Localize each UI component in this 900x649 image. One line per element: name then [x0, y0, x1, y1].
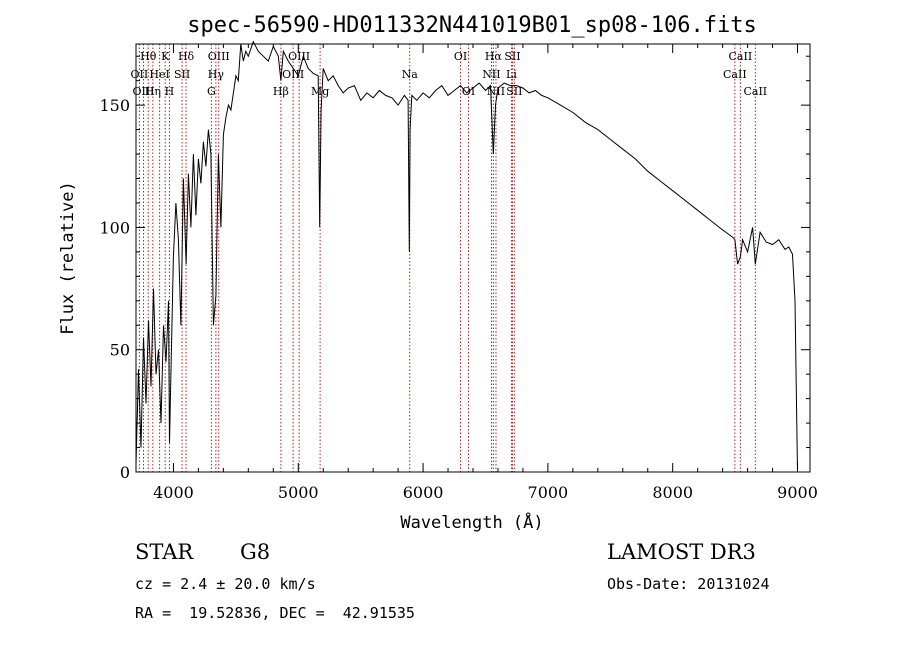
spectral-line-label: Hδ	[178, 50, 195, 63]
spectral-line-label: OIII	[132, 85, 154, 98]
spectral-line-label: HeI	[149, 68, 169, 81]
ra-dec-coordinates: RA = 19.52836, DEC = 42.91535	[135, 604, 415, 622]
x-tick-label: 6000	[403, 483, 444, 502]
spectral-line-label: Hη	[145, 85, 161, 98]
spectrum-series-line	[135, 40, 798, 473]
x-tick-label: 7000	[528, 483, 569, 502]
y-tick-label: 100	[99, 218, 130, 237]
spectral-line-label: NII	[487, 85, 505, 98]
observation-date: Obs-Date: 20131024	[607, 575, 770, 593]
spectral-line-markers	[138, 44, 756, 472]
x-tick-label: 9000	[777, 483, 818, 502]
spectral-line-label: G	[207, 85, 216, 98]
object-class: STAR	[135, 540, 194, 564]
x-tick-label: 5000	[278, 483, 319, 502]
redshift-cz: cz = 2.4 ± 20.0 km/s	[135, 575, 316, 593]
object-subclass: G8	[240, 540, 271, 564]
chart-title: spec-56590-HD011332N441019B01_sp08-106.f…	[187, 13, 757, 38]
spectral-line-label: Mg	[311, 85, 329, 98]
spectral-line-label: CaII	[729, 50, 753, 63]
spectral-line-label: K	[161, 50, 170, 63]
spectral-line-label: OII	[131, 68, 149, 81]
spectral-line-labels: Hθ OII OIII HeI K Hη SII Hδ H OIII Hγ G OIII OIII Hβ Mg…	[131, 50, 768, 98]
spectral-line-label: H	[165, 85, 175, 98]
spectral-line-label: CaII	[743, 85, 767, 98]
y-axis: 0 50 100 150	[99, 55, 810, 482]
spectral-line-label: NII	[482, 68, 500, 81]
spectral-line-label: OIII	[288, 50, 310, 63]
spectral-line-label: SII	[174, 68, 190, 81]
x-tick-label: 4000	[153, 483, 194, 502]
spectral-line-label: OI	[454, 50, 467, 63]
spectral-line-label: Hγ	[208, 68, 225, 81]
y-axis-label: Flux (relative)	[58, 181, 78, 335]
spectral-line-label: Na	[402, 68, 419, 81]
spectral-line-label: Hα	[485, 50, 503, 63]
spectral-line-label: CaII	[723, 68, 747, 81]
y-tick-label: 0	[120, 463, 130, 482]
x-tick-label: 8000	[652, 483, 693, 502]
spectral-line-label: Hθ	[140, 50, 157, 63]
x-axis-label: Wavelength (Å)	[400, 511, 543, 533]
spectral-line-label: Li	[506, 68, 517, 81]
spectral-line-label: Hβ	[273, 85, 289, 98]
survey-name: LAMOST DR3	[607, 540, 756, 564]
x-axis: 4000 5000 6000 7000 8000 9000	[153, 44, 818, 502]
plot-frame	[135, 43, 811, 473]
spectral-line-label: OIII	[282, 68, 304, 81]
spectral-line-label: SII	[504, 50, 520, 63]
spectral-line-label: OIII	[208, 50, 230, 63]
y-tick-label: 150	[99, 96, 130, 115]
y-tick-label: 50	[110, 341, 130, 360]
spectral-line-label: SII	[506, 85, 522, 98]
